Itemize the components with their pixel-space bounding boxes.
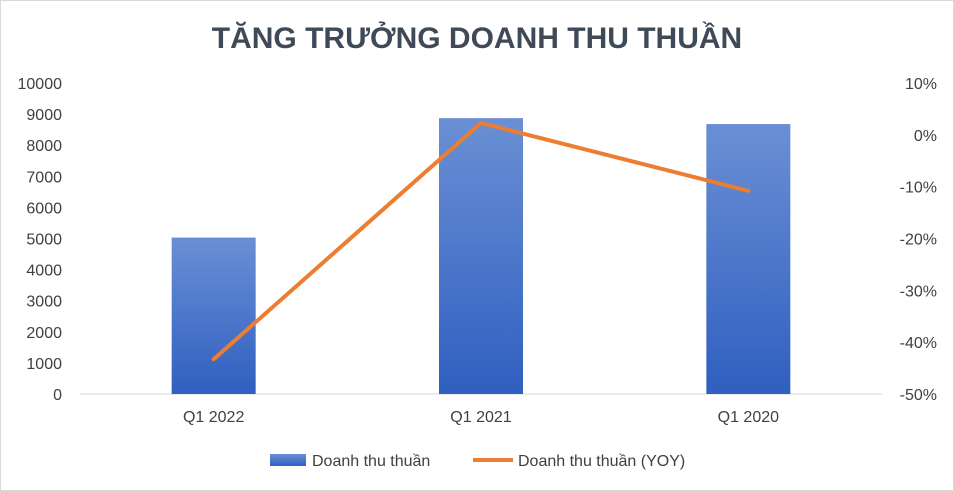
x-axis: Q1 2022 Q1 2021 Q1 2020	[183, 409, 779, 426]
left-tick-label: 9000	[26, 107, 62, 124]
x-tick-label: Q1 2021	[450, 409, 511, 426]
line-series	[211, 120, 751, 362]
x-tick-label: Q1 2020	[718, 409, 779, 426]
left-tick-label: 0	[53, 387, 62, 404]
legend-swatch-bar	[270, 454, 306, 466]
chart-title: TĂNG TRƯỞNG DOANH THU THUẦN	[212, 21, 742, 55]
left-tick-label: 2000	[26, 325, 62, 342]
right-tick-label: 10%	[905, 76, 937, 93]
bar	[171, 237, 256, 394]
right-tick-label: -30%	[900, 283, 937, 300]
left-tick-label: 5000	[26, 232, 62, 249]
right-axis: 10% 0% -10% -20% -30% -40% -50%	[900, 76, 937, 404]
right-tick-label: -20%	[900, 232, 937, 249]
left-tick-label: 4000	[26, 263, 62, 280]
left-tick-label: 6000	[26, 200, 62, 217]
left-axis: 1000090008000700060005000400030002000100…	[18, 76, 63, 404]
left-tick-label: 8000	[26, 138, 62, 155]
left-tick-label: 10000	[18, 76, 63, 93]
legend: Doanh thu thuần Doanh thu thuần (YOY)	[270, 453, 685, 470]
right-tick-label: -50%	[900, 387, 937, 404]
x-tick-label: Q1 2022	[183, 409, 244, 426]
bar	[439, 118, 523, 394]
bar	[706, 124, 791, 394]
legend-label-bar: Doanh thu thuần	[312, 453, 430, 470]
left-tick-label: 3000	[26, 294, 62, 311]
right-tick-label: -40%	[900, 335, 937, 352]
left-tick-label: 7000	[26, 169, 62, 186]
right-tick-label: 0%	[914, 128, 937, 145]
legend-label-line: Doanh thu thuần (YOY)	[518, 453, 685, 470]
right-tick-label: -10%	[900, 180, 937, 197]
left-tick-label: 1000	[26, 356, 62, 373]
bar-series	[171, 118, 791, 394]
